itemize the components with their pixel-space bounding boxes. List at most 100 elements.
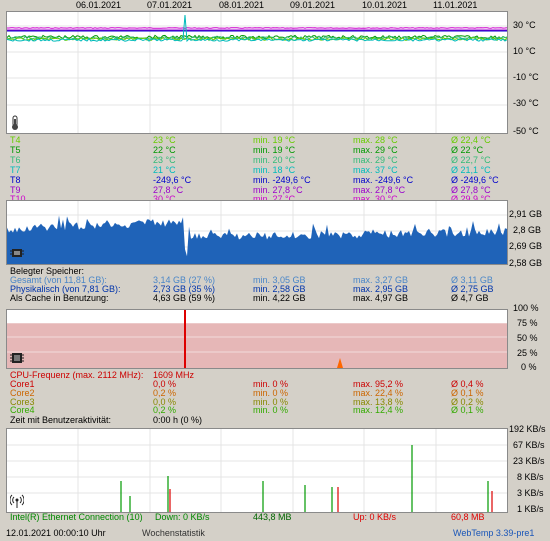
network-down-label: Down: 0 KB/s (155, 512, 210, 522)
legend-current: 21 °C (153, 164, 176, 175)
cpu-chip-icon (10, 352, 24, 364)
legend-current: 27,8 °C (153, 184, 184, 195)
legend-max: max. 30 °C (353, 195, 398, 204)
memory-usage-area (7, 215, 507, 264)
y-tick-label: 25 % (517, 348, 538, 358)
y-tick-label: 75 % (517, 318, 538, 328)
legend-max: max. 3,27 GB (353, 275, 409, 285)
legend-name: Gesamt (von 11,81 GB): (10, 275, 107, 285)
legend-max: max. 22,4 % (353, 387, 404, 398)
legend-avg: Ø -249,6 °C (451, 174, 499, 185)
temperature-series-line (7, 14, 507, 43)
date-label: 07.01.2021 (147, 0, 193, 10)
temperature-series-line (7, 27, 507, 29)
legend-avg: Ø 21,1 °C (451, 164, 491, 175)
y-tick-label: -30 °C (513, 98, 539, 108)
y-tick-label: -10 °C (513, 72, 539, 82)
legend-avg: Ø 22 °C (451, 144, 484, 155)
network-chart (6, 428, 508, 513)
legend-min: min. 18 °C (253, 164, 296, 175)
version-link[interactable]: WebTemp 3.39-pre1 (453, 528, 535, 538)
cpu-usage-band (7, 323, 507, 368)
cpu-gridlines (7, 322, 507, 353)
y-tick-label: 2,58 GB (509, 258, 543, 268)
cpu-small-peak (337, 358, 343, 368)
temperature-plot (7, 12, 507, 133)
legend-min: min. 0 % (253, 405, 289, 416)
y-tick-label: 2,69 GB (509, 241, 543, 251)
legend-avg: Ø 27,8 °C (451, 184, 491, 195)
network-up-total: 60,8 MB (451, 512, 485, 522)
user-activity-value: 0:00 h (0 %) (153, 415, 203, 425)
legend-avg: Ø 29,9 °C (451, 195, 491, 204)
date-label: 10.01.2021 (362, 0, 408, 10)
legend-name: T5 (10, 144, 21, 155)
legend-min: min. 27 °C (253, 195, 295, 204)
legend-min: min. 19 °C (253, 144, 296, 155)
legend-max: max. 37 °C (353, 164, 398, 175)
legend-name: Core1 (10, 379, 35, 389)
legend-current: 4,63 GB (59 %) (153, 292, 216, 303)
legend-min: min. 2,58 GB (253, 283, 306, 294)
legend-avg: Ø 4,7 GB (451, 292, 489, 303)
y-tick-label: 192 KB/s (509, 424, 546, 434)
legend-name: T9 (10, 184, 21, 195)
legend-max: max. 28 °C (353, 135, 398, 145)
thermometer-icon (9, 115, 21, 131)
y-tick-label: 67 KB/s (513, 440, 545, 450)
legend-max: max. 2,95 GB (353, 283, 409, 294)
legend-name: T4 (10, 135, 21, 145)
date-label: 06.01.2021 (76, 0, 122, 10)
legend-max: max. 29 °C (353, 154, 398, 165)
legend-avg: Ø 0,1 % (451, 405, 484, 416)
date-label: 09.01.2021 (290, 0, 336, 10)
legend-name: T8 (10, 174, 21, 185)
y-tick-label: -50 °C (513, 126, 539, 136)
legend-max: max. 27,8 °C (353, 184, 406, 195)
legend-min: min. 20 °C (253, 154, 296, 165)
legend-min: min. 19 °C (253, 135, 296, 145)
legend-min: min. 3,05 GB (253, 275, 306, 285)
legend-current: 0,2 % (153, 387, 177, 398)
legend-current: -249,6 °C (153, 174, 192, 185)
cpu-frequency-value: 1609 MHz (153, 370, 195, 380)
temperature-series-line (7, 36, 507, 42)
legend-name: Core3 (10, 396, 35, 407)
legend-current: 22 °C (153, 144, 176, 155)
user-activity-label: Zeit mit Benutzeraktivität: (10, 415, 112, 425)
legend-current: 2,73 GB (35 %) (153, 283, 216, 294)
legend-current: 0,0 % (153, 379, 177, 389)
legend-name: Als Cache in Benutzung: (10, 292, 109, 303)
cpu-frequency-label: CPU-Frequenz (max. 2112 MHz): (10, 370, 144, 380)
legend-current: 0,0 % (153, 396, 177, 407)
legend-min: min. 0 % (253, 396, 289, 407)
legend-avg: Ø 0,4 % (451, 379, 484, 389)
legend-current: 23 °C (153, 135, 176, 145)
temperature-chart (6, 11, 508, 134)
legend-avg: Ø 22,4 °C (451, 135, 491, 145)
legend-avg: Ø 2,75 GB (451, 283, 494, 294)
legend-min: min. -249,6 °C (253, 174, 311, 185)
memory-heading: Belegter Speicher: (10, 266, 85, 276)
network-down-total: 443,8 MB (253, 512, 292, 522)
network-plot (7, 429, 507, 512)
legend-current: 23 °C (153, 154, 176, 165)
network-antenna-icon (9, 494, 25, 508)
y-tick-label: 8 KB/s (517, 472, 544, 482)
legend-max: max. 95,2 % (353, 379, 404, 389)
legend-avg: Ø 22,7 °C (451, 154, 491, 165)
memory-chip-icon (10, 247, 24, 259)
legend-name: Core2 (10, 387, 35, 398)
legend-min: min. 27,8 °C (253, 184, 303, 195)
legend-avg: Ø 0,1 % (451, 387, 484, 398)
temperature-gridlines (7, 12, 507, 133)
network-adapter-label: Intel(R) Ethernet Connection (10) (10, 512, 143, 522)
network-up-label: Up: 0 KB/s (353, 512, 397, 522)
memory-chart (6, 200, 508, 265)
cpu-chart (6, 309, 508, 369)
y-tick-label: 1 KB/s (517, 504, 544, 514)
legend-name: Physikalisch (von 7,81 GB): (10, 283, 121, 294)
legend-max: max. 13,8 % (353, 396, 404, 407)
legend-min: min. 0 % (253, 387, 289, 398)
footer-timestamp: 12.01.2021 00:00:10 Uhr (6, 528, 106, 538)
